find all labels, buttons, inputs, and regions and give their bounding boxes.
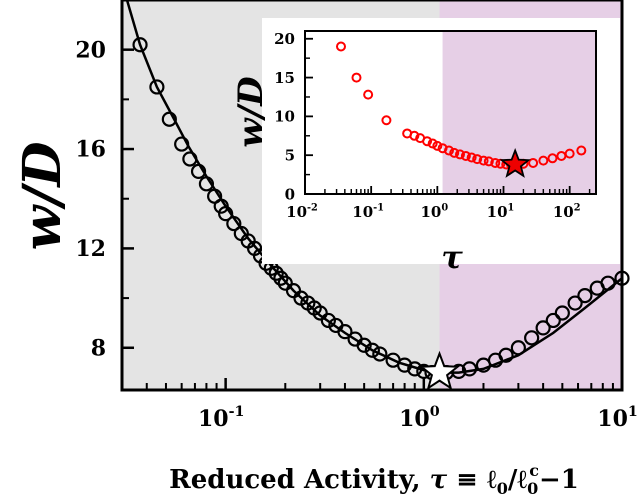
x-tick-label: 100: [420, 202, 448, 221]
inset-x-axis-label: τ: [441, 238, 463, 276]
data-point: [576, 145, 587, 156]
main-plot-frame: [120, 0, 624, 392]
data-point: [528, 157, 539, 168]
data-point: [198, 176, 215, 192]
data-point: [407, 361, 423, 377]
main-x-axis-label: Reduced Activity, τ ≡ ℓ0/ℓ0c−1: [169, 461, 579, 498]
data-point: [461, 361, 478, 377]
x-label-minus1: −1: [539, 465, 579, 495]
x-tick-label: 101: [487, 202, 515, 221]
x-label-supc: c: [529, 461, 539, 480]
data-point: [524, 330, 540, 346]
data-point: [538, 155, 549, 166]
x-label-sub0b: 0: [527, 479, 538, 498]
inset-optimum-star-marker: [499, 147, 531, 178]
data-point: [422, 136, 433, 147]
data-point: [132, 37, 148, 53]
x-label-sub0: 0: [497, 479, 508, 498]
y-tick-label: 10: [274, 108, 295, 126]
data-point: [226, 215, 242, 232]
inset-y-axis-label: w/D: [231, 76, 271, 148]
data-point: [409, 130, 420, 141]
data-point: [498, 347, 514, 363]
x-tick-label: 100: [399, 404, 440, 432]
data-point: [335, 41, 346, 52]
x-label-tau: τ: [430, 465, 448, 495]
data-point: [277, 275, 293, 291]
data-point: [490, 157, 501, 168]
data-point: [449, 147, 460, 158]
x-tick-label: 102: [553, 202, 581, 221]
data-point: [149, 79, 165, 95]
data-point: [483, 156, 494, 167]
data-point: [161, 111, 177, 127]
data-point: [337, 324, 353, 340]
data-point: [364, 342, 380, 358]
data-point: [547, 153, 558, 164]
star-marker: [499, 147, 531, 178]
data-point: [397, 357, 413, 373]
data-point: [460, 150, 471, 161]
data-point: [320, 312, 336, 329]
data-point: [218, 206, 234, 222]
data-point: [443, 145, 454, 156]
data-point: [478, 155, 489, 166]
inset-axes: 10-2 10-1 100 101 102 0 5 10 15 20: [274, 30, 591, 221]
data-point: [472, 154, 483, 165]
main-optimum-star-marker: [418, 350, 461, 391]
x-label-slash: /ℓ: [508, 465, 527, 495]
data-point: [268, 265, 284, 281]
x-label-prefix: Reduced Activity,: [169, 465, 429, 495]
data-point: [356, 337, 372, 353]
x-tick-label: 101: [597, 404, 638, 432]
data-point: [312, 305, 328, 321]
main-data-points: [132, 37, 630, 381]
data-point: [363, 89, 374, 100]
y-tick-label: 0: [285, 185, 295, 203]
data-point: [567, 295, 583, 311]
data-point: [381, 115, 392, 126]
data-point: [466, 152, 477, 163]
y-tick-label: 12: [75, 236, 106, 262]
y-tick-label: 5: [285, 146, 295, 164]
data-point: [600, 275, 616, 291]
star-marker: [418, 350, 461, 391]
x-tick-label: 10-1: [198, 404, 245, 432]
data-point: [432, 140, 443, 151]
inset-plot-frame: [304, 30, 597, 195]
data-point: [190, 163, 207, 180]
x-tick-label: 10-2: [286, 202, 318, 221]
y-tick-label: 20: [75, 37, 106, 63]
data-point: [372, 346, 388, 362]
data-point: [273, 270, 289, 286]
data-point: [535, 320, 551, 336]
data-point: [564, 148, 575, 159]
y-tick-label: 15: [274, 69, 295, 87]
data-point: [351, 72, 362, 83]
main-y-axis-label: w/D: [12, 142, 73, 251]
x-tick-label: 10-1: [352, 202, 384, 221]
data-point: [174, 136, 190, 152]
data-point: [554, 305, 570, 321]
y-tick-label: 8: [91, 335, 106, 361]
data-point: [213, 198, 229, 214]
data-point: [454, 149, 465, 160]
data-point: [577, 288, 593, 304]
data-point: [182, 151, 198, 167]
data-point: [545, 312, 561, 329]
data-point: [510, 340, 526, 356]
y-tick-label: 20: [274, 30, 295, 48]
x-label-equiv: ≡ ℓ: [447, 465, 497, 495]
y-tick-label: 16: [75, 137, 106, 163]
